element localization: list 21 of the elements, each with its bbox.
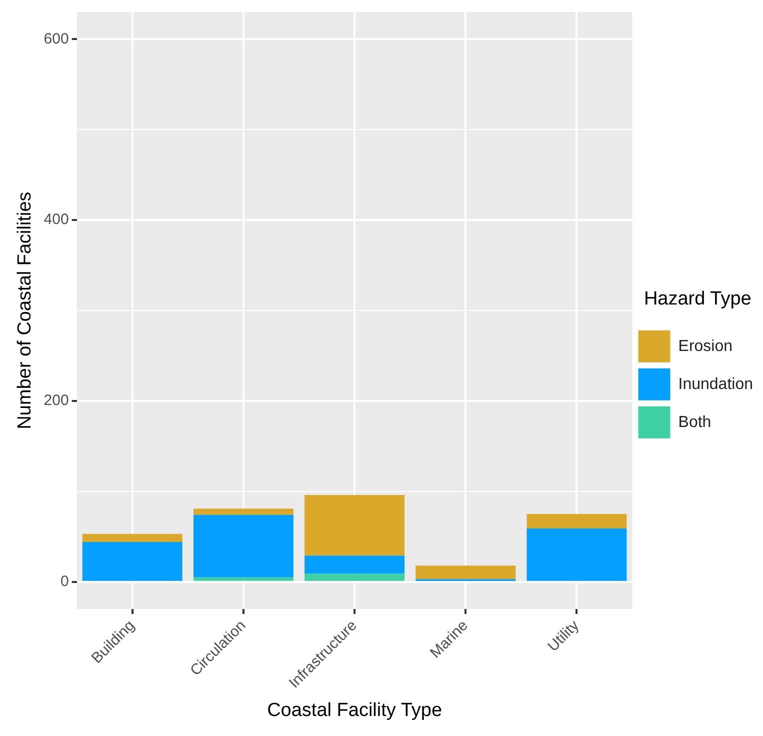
bar: [304, 574, 405, 581]
legend-label: Erosion: [678, 338, 733, 355]
bar: [82, 542, 182, 581]
bar: [304, 556, 405, 574]
bar: [416, 566, 516, 580]
bar: [526, 514, 627, 528]
y-tick-label: 200: [44, 392, 69, 410]
y-tick-label: 600: [44, 30, 69, 48]
legend-label: Inundation: [678, 376, 753, 393]
x-axis-title: Coastal Facility Type: [267, 700, 442, 721]
bar: [193, 508, 294, 515]
legend-label: Both: [678, 414, 712, 431]
y-tick-label: 400: [44, 211, 69, 228]
bar: [193, 577, 294, 581]
y-tick-label: 0: [60, 572, 69, 590]
bar: [82, 534, 182, 542]
bar: [526, 528, 627, 581]
bar: [304, 495, 405, 556]
y-axis-title: Number of Coastal Facilities: [14, 192, 36, 430]
bar: [193, 514, 294, 578]
legend-title: Hazard Type: [644, 288, 752, 310]
